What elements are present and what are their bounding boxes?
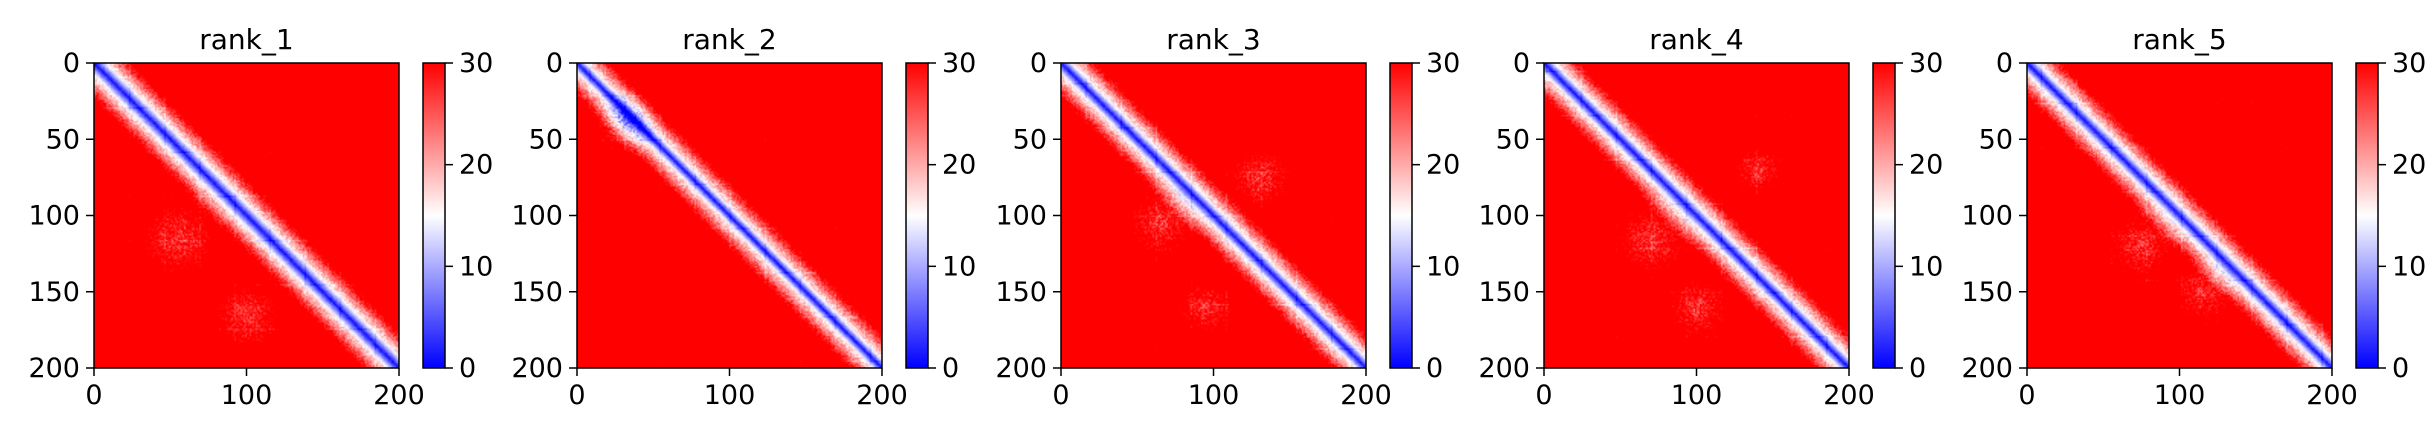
colorbar-tick-label: 10: [942, 251, 976, 282]
heatmap-image: [94, 63, 399, 368]
y-tick-label: 100: [1961, 201, 2013, 232]
y-tick-label: 50: [1979, 124, 2013, 155]
x-tick-label: 100: [1188, 380, 1240, 411]
x-tick-label: 0: [1535, 380, 1552, 411]
y-tick-label: 200: [995, 353, 1047, 384]
heatmap-image: [1544, 63, 1849, 368]
y-tick-label: 50: [46, 124, 80, 155]
panel-title: rank_5: [2132, 23, 2226, 56]
colorbar-tick-label: 10: [2392, 251, 2426, 282]
colorbar-tick-label: 30: [2392, 48, 2426, 79]
colorbar-tick-label: 0: [1909, 353, 1926, 384]
y-tick-label: 200: [1478, 353, 1530, 384]
y-tick-label: 200: [511, 353, 563, 384]
y-tick-label: 200: [1961, 353, 2013, 384]
colorbar-tick-label: 0: [2392, 353, 2409, 384]
y-tick-label: 0: [1030, 48, 1047, 79]
x-tick-label: 0: [2018, 380, 2035, 411]
y-tick-label: 150: [995, 277, 1047, 308]
colorbar-tick-label: 0: [942, 353, 959, 384]
colorbar-tick-label: 30: [942, 48, 976, 79]
panel-title: rank_2: [682, 23, 776, 56]
colorbar: [422, 62, 446, 369]
y-tick-label: 100: [1478, 201, 1530, 232]
heatmap-image: [1061, 63, 1366, 368]
heatmap-image: [2027, 63, 2332, 368]
x-tick-label: 200: [373, 380, 425, 411]
y-tick-label: 150: [28, 277, 80, 308]
y-tick-label: 50: [529, 124, 563, 155]
x-tick-label: 100: [704, 380, 756, 411]
y-tick-label: 150: [511, 277, 563, 308]
colorbar: [2355, 62, 2379, 369]
x-tick-label: 200: [1823, 380, 1875, 411]
colorbar-tick-label: 10: [1426, 251, 1460, 282]
colorbar-tick-label: 10: [1909, 251, 1943, 282]
panel-title: rank_3: [1166, 23, 1260, 56]
colorbar-tick-label: 0: [459, 353, 476, 384]
colorbar-tick-label: 30: [459, 48, 493, 79]
y-tick-label: 50: [1013, 124, 1047, 155]
colorbar: [1872, 62, 1896, 369]
panel-title: rank_4: [1649, 23, 1743, 56]
colorbar: [1389, 62, 1413, 369]
x-tick-label: 200: [856, 380, 908, 411]
y-tick-label: 0: [1513, 48, 1530, 79]
colorbar-tick-label: 20: [2392, 150, 2426, 181]
x-tick-label: 200: [1340, 380, 1392, 411]
colorbar-tick-label: 20: [942, 150, 976, 181]
colorbar-tick-label: 10: [459, 251, 493, 282]
x-tick-label: 100: [221, 380, 273, 411]
heatmap-image: [577, 63, 882, 368]
y-tick-label: 0: [546, 48, 563, 79]
y-tick-label: 150: [1478, 277, 1530, 308]
colorbar-tick-label: 20: [459, 150, 493, 181]
colorbar-tick-label: 0: [1426, 353, 1443, 384]
colorbar-tick-label: 30: [1426, 48, 1460, 79]
x-tick-label: 100: [1671, 380, 1723, 411]
x-tick-label: 0: [85, 380, 102, 411]
colorbar: [905, 62, 929, 369]
colorbar-tick-label: 20: [1909, 150, 1943, 181]
y-tick-label: 100: [511, 201, 563, 232]
y-tick-label: 100: [995, 201, 1047, 232]
colorbar-tick-label: 20: [1426, 150, 1460, 181]
y-tick-label: 100: [28, 201, 80, 232]
y-tick-label: 0: [63, 48, 80, 79]
x-tick-label: 200: [2306, 380, 2358, 411]
x-tick-label: 0: [1052, 380, 1069, 411]
y-tick-label: 0: [1996, 48, 2013, 79]
x-tick-label: 100: [2154, 380, 2206, 411]
colorbar-tick-label: 30: [1909, 48, 1943, 79]
y-tick-label: 150: [1961, 277, 2013, 308]
panel-title: rank_1: [199, 23, 293, 56]
y-tick-label: 50: [1496, 124, 1530, 155]
y-tick-label: 200: [28, 353, 80, 384]
x-tick-label: 0: [568, 380, 585, 411]
